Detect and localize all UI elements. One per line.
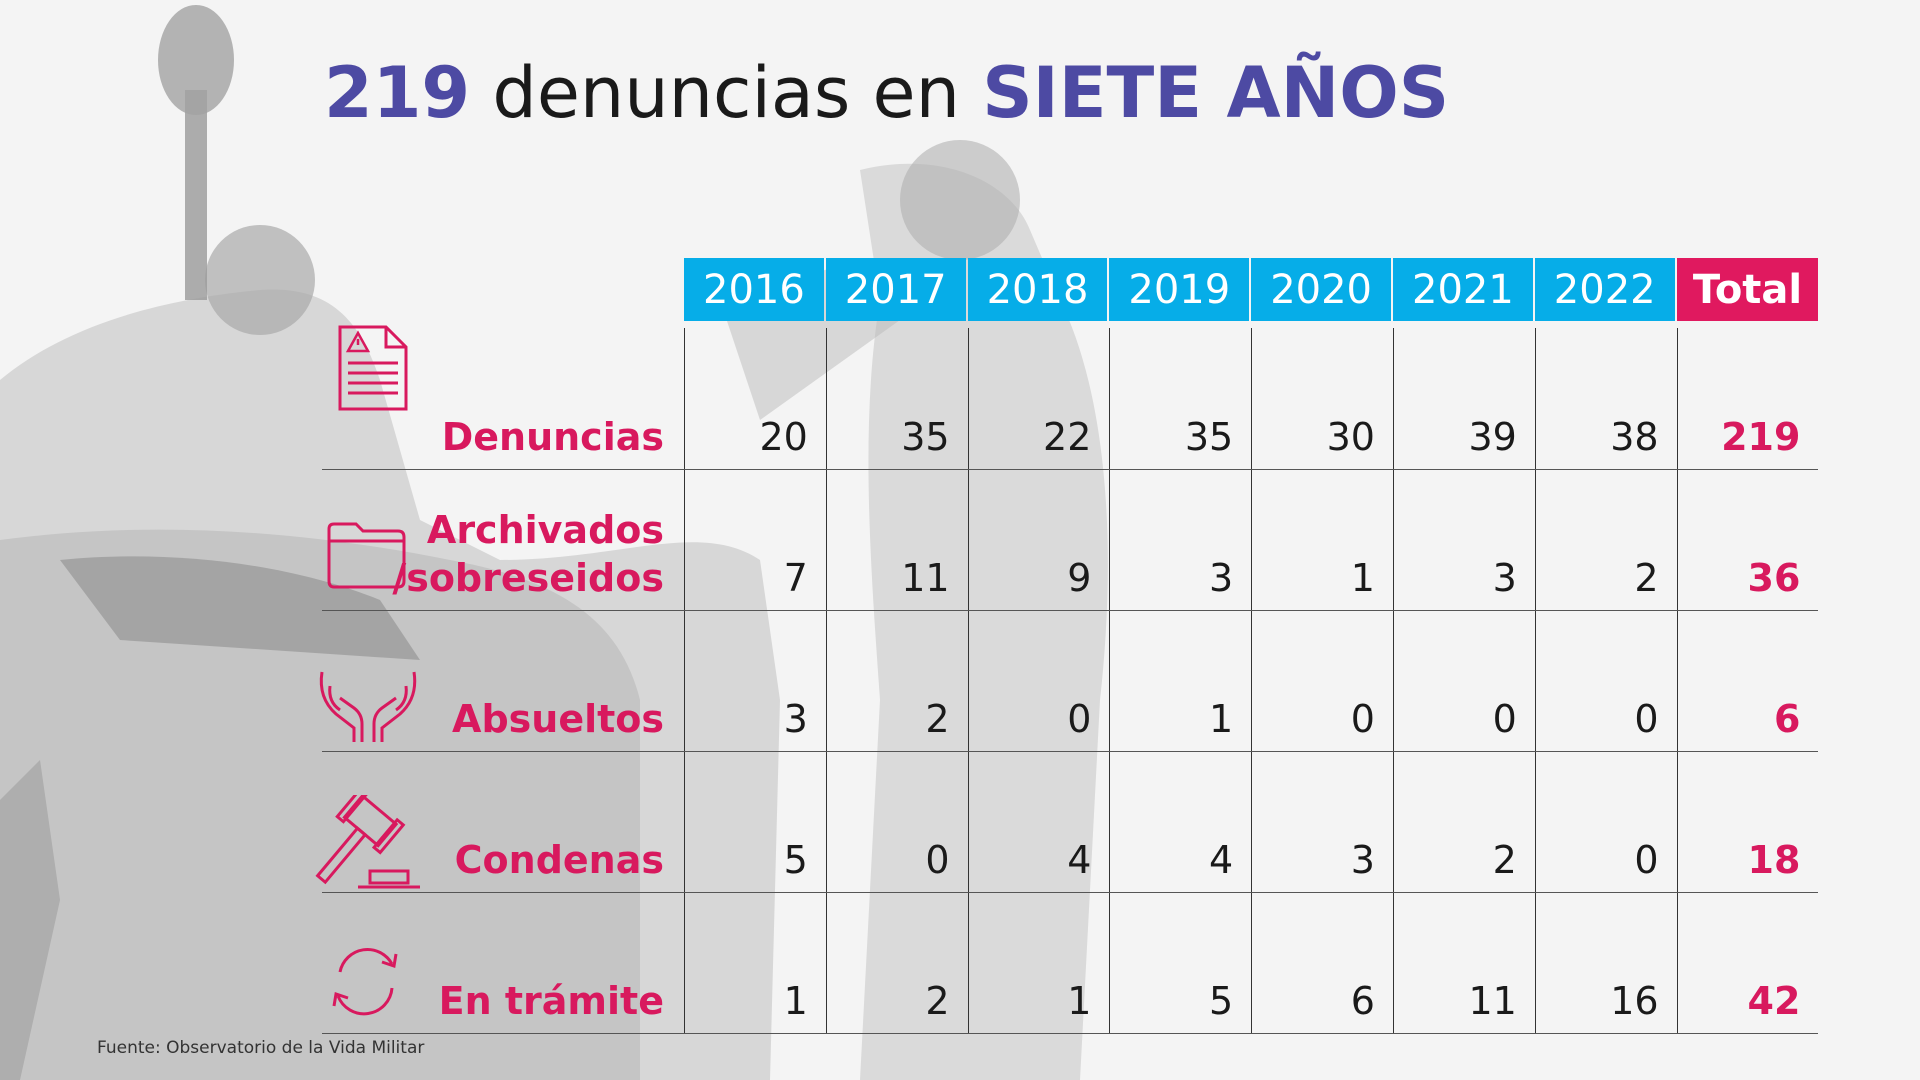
title-emphasis: SIETE AÑOS	[982, 52, 1450, 134]
header-year-2019: 2019	[1109, 258, 1250, 321]
value-cell: 0	[1634, 838, 1659, 882]
value-cell: 22	[1043, 415, 1092, 459]
row-divider	[322, 1033, 1819, 1034]
value-cell: 1	[783, 979, 808, 1023]
refresh-cycle-icon	[322, 942, 408, 1022]
header-year-2017: 2017	[825, 258, 966, 321]
row-divider	[322, 469, 1819, 470]
header-year-2016: 2016	[684, 258, 824, 321]
value-cell: 1	[1209, 697, 1234, 741]
value-cell: 35	[1184, 415, 1234, 459]
value-cell: 0	[1634, 697, 1659, 741]
row-divider	[322, 751, 1819, 752]
value-cell: 1	[1350, 556, 1375, 600]
value-cell: 9	[1067, 556, 1092, 600]
title-middle: denuncias en	[492, 52, 960, 134]
row-label-line: /sobreseidos	[392, 556, 664, 600]
header-total: Total	[1676, 258, 1819, 321]
title-number: 219	[324, 52, 471, 134]
chart-title: 219 denuncias en SIETE AÑOS	[324, 52, 1449, 134]
row-label-line: Condenas	[454, 838, 664, 882]
row-label-0: Denuncias	[442, 413, 664, 461]
value-cell: 39	[1468, 415, 1517, 459]
value-cell: 3	[1492, 556, 1517, 600]
open-hands-icon	[314, 668, 422, 748]
value-cell: 2	[925, 979, 950, 1023]
document-warning-icon	[336, 323, 410, 417]
value-cell: 2	[925, 697, 950, 741]
total-cell: 6	[1773, 697, 1801, 741]
total-cell: 219	[1721, 415, 1801, 459]
header-year-2021: 2021	[1393, 258, 1533, 321]
value-cell: 4	[1209, 838, 1234, 882]
value-cell: 3	[1209, 556, 1234, 600]
value-cell: 11	[1468, 979, 1517, 1023]
total-cell: 18	[1747, 838, 1801, 882]
column-divider	[1393, 328, 1394, 1033]
value-cell: 5	[1209, 979, 1234, 1023]
total-cell: 36	[1747, 556, 1801, 600]
value-cell: 11	[901, 556, 950, 600]
row-label-1: Archivados/sobreseidos	[392, 506, 664, 602]
header-year-2022: 2022	[1534, 258, 1675, 321]
column-divider	[1109, 328, 1111, 1033]
row-label-line: Denuncias	[441, 415, 664, 459]
value-cell: 5	[783, 838, 808, 882]
row-divider	[322, 892, 1819, 893]
row-label-line: En trámite	[438, 979, 664, 1023]
total-cell: 42	[1747, 979, 1801, 1023]
column-divider	[1251, 328, 1253, 1033]
row-label-2: Absueltos	[452, 695, 664, 743]
value-cell: 2	[1492, 838, 1517, 882]
column-divider	[684, 328, 685, 1033]
value-cell: 0	[925, 838, 950, 882]
column-divider	[967, 328, 969, 1033]
row-label-4: En trámite	[439, 977, 664, 1025]
header-year-2018: 2018	[967, 258, 1108, 321]
value-cell: 4	[1067, 838, 1092, 882]
value-cell: 7	[783, 556, 808, 600]
row-divider	[322, 610, 1819, 611]
value-cell: 3	[783, 697, 808, 741]
row-label-line: Archivados	[426, 508, 664, 552]
value-cell: 3	[1350, 838, 1375, 882]
value-cell: 0	[1492, 697, 1517, 741]
value-cell: 6	[1350, 979, 1375, 1023]
header-year-2020: 2020	[1251, 258, 1391, 321]
value-cell: 1	[1067, 979, 1092, 1023]
row-label-line: Absueltos	[452, 697, 664, 741]
value-cell: 0	[1067, 697, 1092, 741]
column-divider	[1676, 328, 1678, 1033]
value-cell: 0	[1350, 697, 1375, 741]
gavel-icon	[308, 786, 422, 895]
column-divider	[825, 328, 827, 1033]
value-cell: 30	[1326, 415, 1375, 459]
folder-icon	[326, 521, 408, 595]
value-cell: 16	[1610, 979, 1659, 1023]
row-label-3: Condenas	[455, 836, 664, 884]
value-cell: 35	[901, 415, 950, 459]
column-divider	[1534, 328, 1536, 1033]
value-cell: 38	[1610, 415, 1659, 459]
value-cell: 2	[1634, 556, 1659, 600]
value-cell: 20	[759, 415, 808, 459]
source-note: Fuente: Observatorio de la Vida Militar	[97, 1038, 425, 1058]
